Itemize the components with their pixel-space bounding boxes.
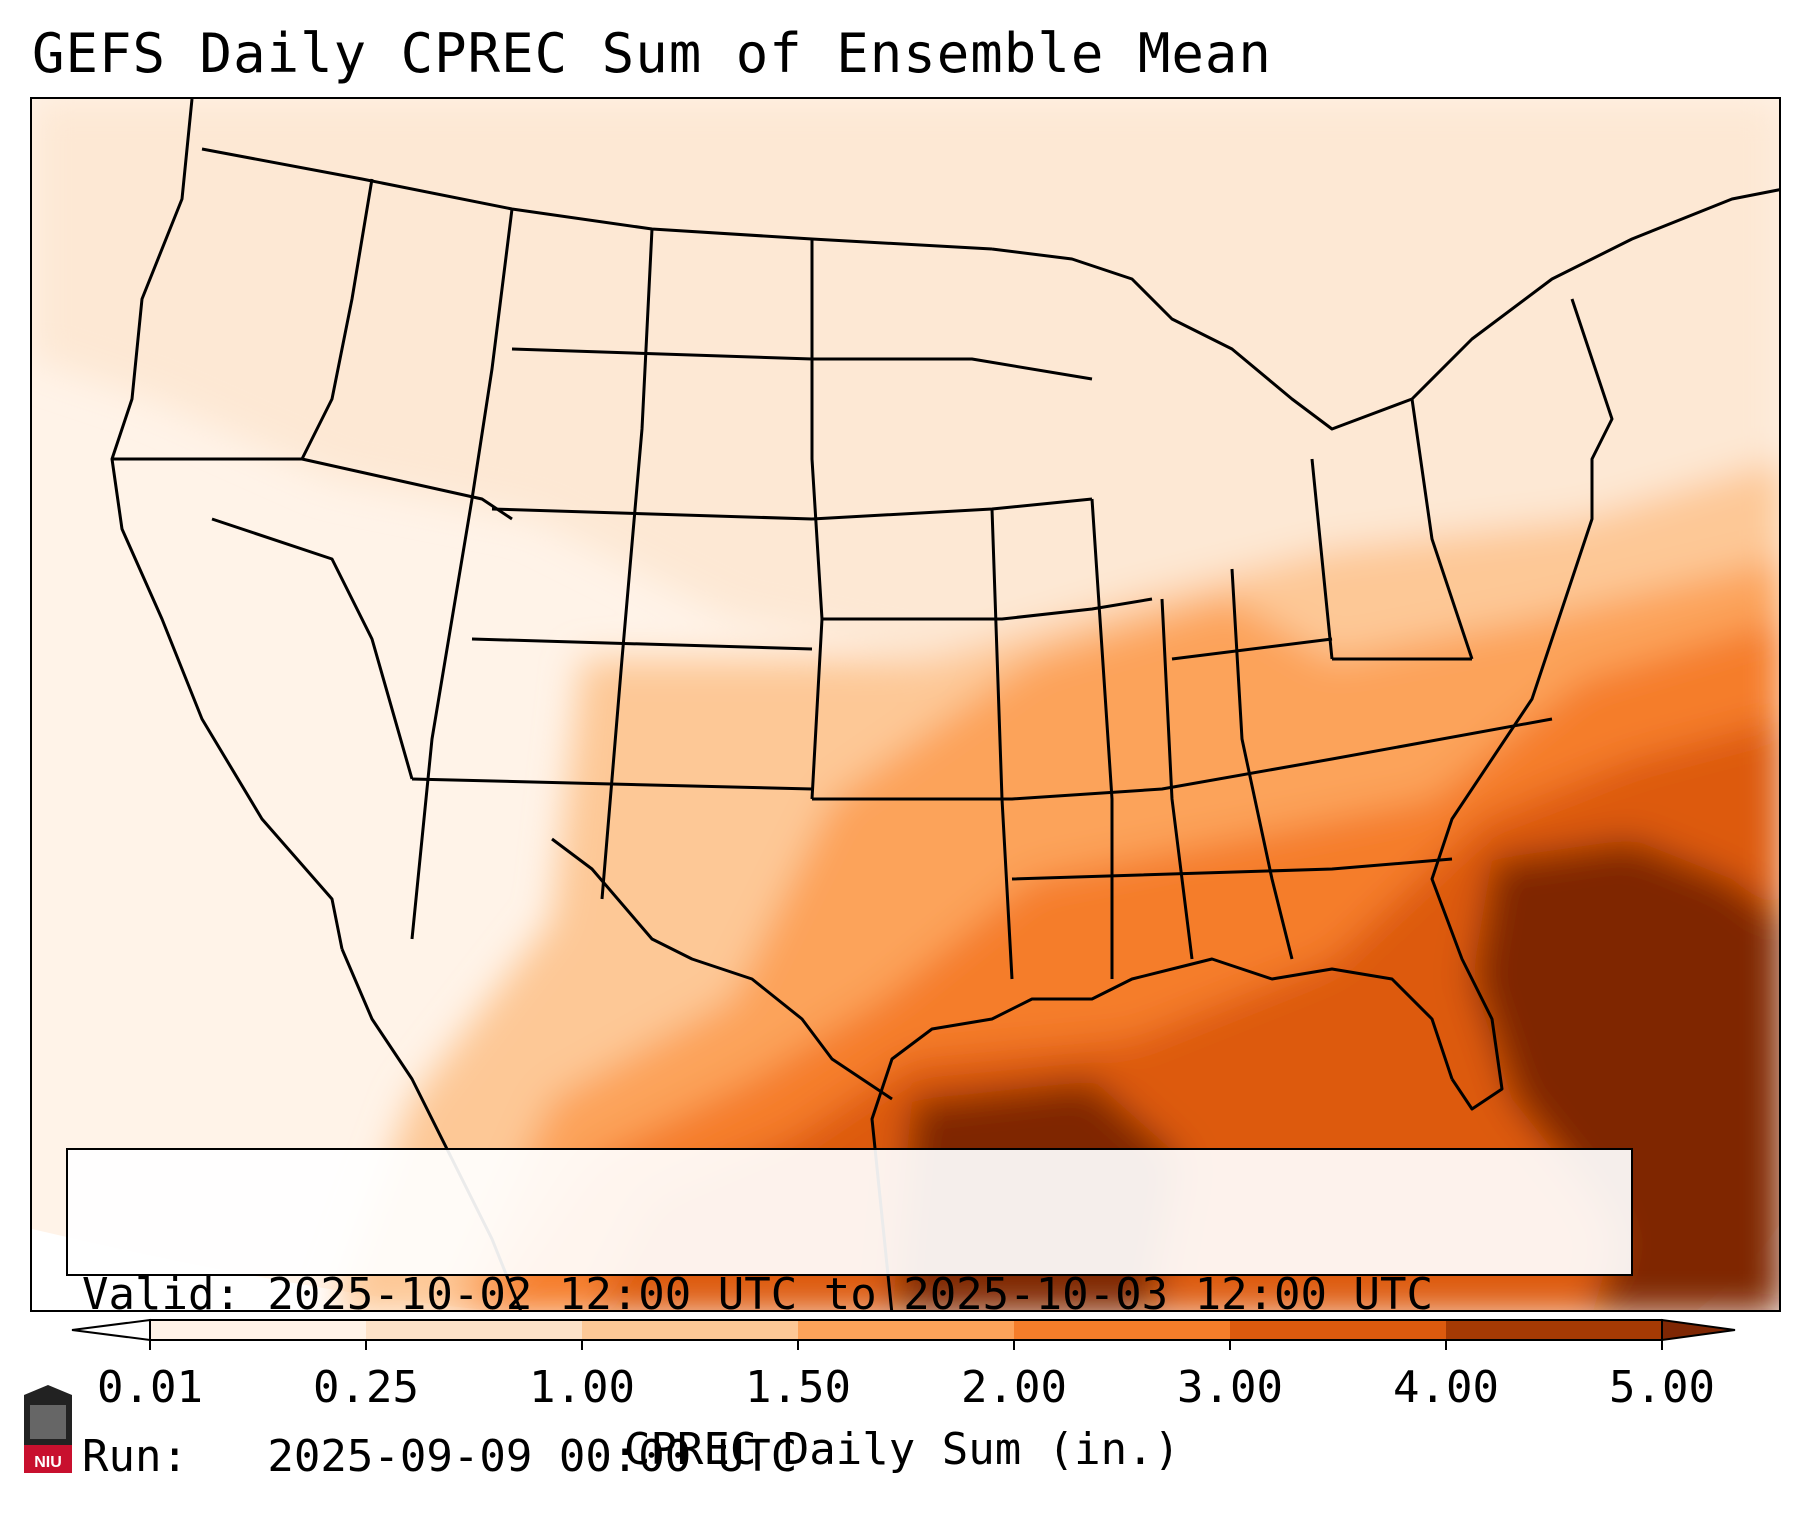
run-time-text: Run: 2025-09-09 00:00 UTC [82,1431,798,1482]
colorbar-extend-high [1661,1318,1736,1342]
map-title: GEFS Daily CPREC Sum of Ensemble Mean [32,22,1272,85]
valid-time-text: Valid: 2025-10-02 12:00 UTC to 2025-10-0… [82,1269,1434,1320]
colorbar-tick-label: 1.00 [529,1362,635,1413]
colorbar-tick-label: 3.00 [1177,1362,1283,1413]
niu-logo: NIU [20,1385,76,1477]
colorbar-tick-label: 5.00 [1609,1362,1715,1413]
colorbar-tick-label: 4.00 [1393,1362,1499,1413]
state-boundaries [110,99,1779,1310]
colorbar-tick-label: 0.01 [97,1362,203,1413]
colorbar-tick-label: 2.00 [961,1362,1067,1413]
precipitation-map [30,97,1781,1312]
colorbar-title: CPREC Daily Sum (in.) [623,1424,1181,1475]
map-canvas [32,99,1779,1310]
map-edge-corner [32,1229,487,1310]
colorbar-tick-label: 0.25 [313,1362,419,1413]
colorbar-tick-label: 1.50 [745,1362,851,1413]
logo-text: NIU [34,1454,62,1471]
validity-info-box: Valid: 2025-10-02 12:00 UTC to 2025-10-0… [66,1148,1633,1482]
